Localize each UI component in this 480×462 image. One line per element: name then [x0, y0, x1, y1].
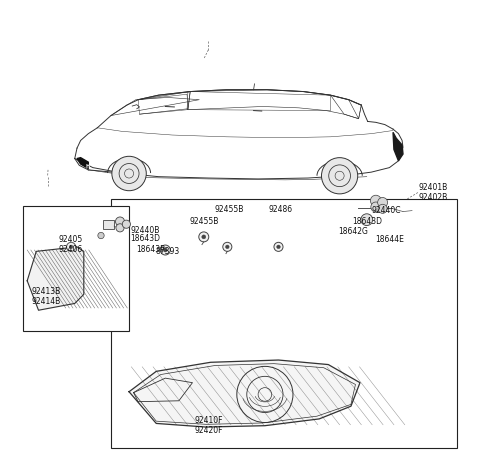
Circle shape	[116, 217, 124, 226]
Text: 87393: 87393	[156, 247, 180, 256]
Circle shape	[276, 245, 280, 249]
Circle shape	[69, 245, 73, 249]
Polygon shape	[129, 360, 360, 427]
Text: 18644E: 18644E	[375, 235, 404, 243]
Circle shape	[98, 232, 104, 239]
Circle shape	[322, 158, 358, 194]
Text: 92405
92406: 92405 92406	[58, 235, 83, 254]
Bar	[23, 206, 129, 331]
Text: 18643D: 18643D	[131, 234, 160, 243]
Circle shape	[223, 242, 232, 251]
Circle shape	[371, 202, 381, 212]
Circle shape	[202, 235, 206, 239]
Circle shape	[116, 224, 124, 232]
Circle shape	[361, 214, 372, 225]
Text: 92455B: 92455B	[215, 205, 244, 214]
Text: 18643P: 18643P	[136, 244, 165, 254]
Circle shape	[274, 242, 283, 251]
Text: 18643D: 18643D	[352, 217, 382, 225]
Text: 18642G: 18642G	[339, 226, 369, 236]
Text: 92440B: 92440B	[131, 225, 160, 235]
Circle shape	[226, 245, 229, 249]
Circle shape	[67, 242, 76, 251]
Circle shape	[378, 204, 387, 213]
Bar	[103, 219, 114, 229]
Circle shape	[160, 245, 170, 255]
Text: 92440C: 92440C	[372, 206, 401, 215]
Circle shape	[122, 220, 131, 228]
Text: 92410F
92420F: 92410F 92420F	[194, 416, 223, 435]
Polygon shape	[393, 132, 403, 161]
Polygon shape	[27, 247, 84, 310]
Text: 92413B
92414B: 92413B 92414B	[32, 287, 61, 306]
Circle shape	[112, 156, 146, 191]
Text: 92486: 92486	[269, 205, 293, 214]
Polygon shape	[77, 158, 88, 169]
Text: 92401B
92402B: 92401B 92402B	[419, 183, 448, 202]
Circle shape	[378, 197, 387, 207]
Text: 92455B: 92455B	[189, 218, 218, 226]
Circle shape	[199, 232, 209, 242]
Circle shape	[371, 195, 381, 206]
Circle shape	[163, 248, 168, 252]
Text: H: H	[85, 164, 89, 169]
Bar	[111, 199, 457, 448]
